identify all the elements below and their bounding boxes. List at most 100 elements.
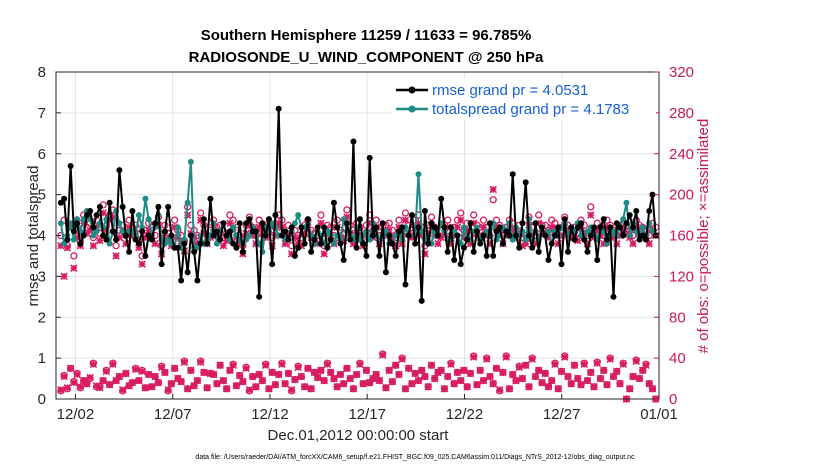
rmse-point (77, 240, 84, 247)
rmse-point (96, 203, 103, 210)
rmse-point (425, 240, 432, 247)
obs-assimilated-marker (554, 385, 562, 393)
rmse-point (421, 207, 428, 214)
obs-assimilated-marker (297, 372, 306, 381)
obs-assimilated-marker (235, 371, 244, 380)
rmse-point (327, 236, 334, 243)
obs-assimilated-marker (502, 353, 510, 361)
rmse-point (646, 207, 653, 214)
totalspread-point (57, 220, 64, 227)
obs-assimilated-marker (450, 379, 458, 388)
obs-assimilated-marker (580, 360, 588, 369)
rmse-point (483, 252, 490, 259)
obs-assimilated-marker (102, 367, 111, 376)
totalspread-point (106, 240, 113, 247)
obs-assimilated-marker (596, 374, 605, 383)
obs-assimilated-marker (638, 366, 647, 375)
rmse-point (386, 232, 393, 239)
totalspread-point (187, 158, 194, 165)
x-axis-ticks: 12/02 12/07 12/12 12/17 12/22 12/27 01/01 (57, 394, 678, 423)
rmse-point (477, 240, 484, 247)
rmse-point (542, 232, 549, 239)
obs-assimilated-marker (317, 366, 325, 375)
x-tick-label: 12/12 (251, 406, 289, 423)
obs-assimilated-marker (70, 264, 78, 272)
obs-assimilated-marker (118, 386, 127, 394)
obs-assimilated-marker (411, 369, 419, 378)
obs-assimilated-marker (473, 380, 481, 389)
obs-possible-marker (401, 209, 410, 217)
obs-assimilated-marker (89, 241, 98, 250)
obs-assimilated-marker (245, 386, 254, 394)
obs-possible-marker (587, 203, 595, 211)
rmse-point (291, 252, 298, 259)
obs-assimilated-marker (138, 367, 146, 376)
rmse-point (594, 257, 601, 264)
obs-possible-marker (427, 213, 436, 221)
right-y-axis-ticks: 0 40 80 120 160 200 240 280 320 (654, 64, 694, 408)
rmse-point (412, 240, 419, 247)
obs-possible-marker (170, 216, 179, 224)
rmse-point (282, 228, 289, 235)
rmse-point (109, 228, 116, 235)
left-y-tick-label: 7 (38, 105, 46, 122)
left-y-axis-label: rmse and totalspread (25, 166, 42, 307)
obs-assimilated-marker (109, 360, 117, 369)
rmse-point (197, 240, 204, 247)
obs-assimilated-marker (57, 386, 65, 394)
rmse-point (493, 228, 500, 235)
rmse-point (626, 212, 633, 219)
rmse-point (620, 232, 627, 239)
obs-assimilated-marker (99, 376, 107, 385)
rmse-point (402, 281, 409, 288)
obs-assimilated-marker (151, 372, 159, 381)
obs-assimilated-marker (66, 364, 75, 373)
rmse-point (200, 216, 207, 223)
right-y-tick-label: 40 (669, 350, 686, 367)
obs-assimilated-marker (144, 370, 153, 379)
obs-possible-marker (492, 216, 501, 224)
rmse-point (451, 257, 458, 264)
rmse-point (366, 154, 373, 161)
obs-assimilated-marker (339, 379, 348, 388)
rmse-point (113, 236, 120, 243)
rmse-point (444, 248, 451, 255)
rmse-point (233, 244, 240, 251)
obs-assimilated-marker (404, 364, 413, 373)
rmse-point (304, 216, 311, 223)
rmse-point (503, 228, 510, 235)
rmse-point (148, 236, 155, 243)
rmse-point (353, 244, 360, 251)
chart-title-line2: RADIOSONDE_U_WIND_COMPONENT @ 250 hPa (189, 49, 544, 66)
totalspread-point (295, 212, 302, 219)
rmse-point (337, 240, 344, 247)
obs-assimilated-marker (135, 376, 143, 385)
obs-assimilated-marker (382, 383, 390, 392)
obs-assimilated-marker (326, 368, 335, 377)
totalspread-point (509, 236, 516, 243)
legend-rmse-marker (408, 86, 416, 94)
obs-assimilated-marker (518, 374, 527, 383)
rmse-point (246, 216, 253, 223)
obs-assimilated-marker (330, 374, 338, 383)
totalspread-point (545, 228, 552, 235)
totalspread-point (230, 224, 237, 231)
obs-assimilated-marker (456, 216, 465, 224)
totalspread-point (522, 236, 529, 243)
totalspread-point (145, 216, 152, 223)
obs-assimilated-marker (534, 366, 543, 375)
obs-assimilated-marker (291, 375, 299, 384)
obs-possible-marker (226, 211, 234, 219)
rmse-point (405, 232, 412, 239)
obs-assimilated-marker (258, 376, 267, 385)
obs-assimilated-marker (635, 374, 644, 383)
rmse-point (616, 224, 623, 231)
obs-assimilated-marker (408, 379, 416, 388)
rmse-point (67, 163, 74, 170)
x-tick-label: 12/27 (543, 406, 581, 423)
totalspread-point (184, 199, 191, 206)
rmse-point (408, 212, 415, 219)
x-tick-label: 12/17 (348, 406, 386, 423)
rmse-point (217, 236, 224, 243)
obs-assimilated-marker (401, 216, 410, 224)
